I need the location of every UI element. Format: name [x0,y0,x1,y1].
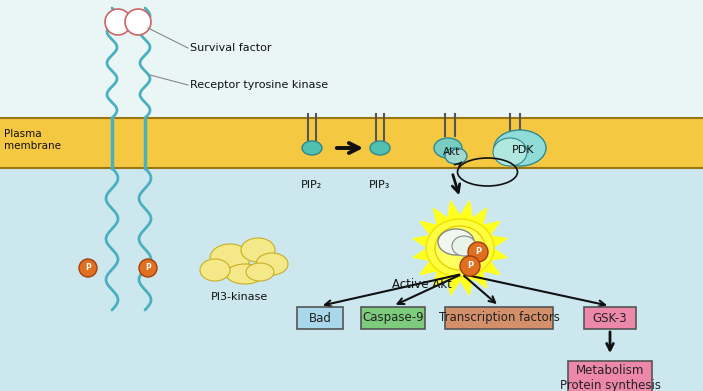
Ellipse shape [370,141,390,155]
Text: P: P [145,264,151,273]
Ellipse shape [452,236,476,256]
Ellipse shape [210,244,250,272]
FancyBboxPatch shape [584,307,636,329]
Circle shape [125,9,151,35]
Text: P: P [467,262,473,271]
Bar [0,118,703,168]
Ellipse shape [426,219,494,277]
Ellipse shape [493,138,527,166]
FancyBboxPatch shape [361,307,425,329]
Circle shape [79,259,97,277]
Text: Survival factor: Survival factor [190,43,271,53]
Text: PIP₃: PIP₃ [369,180,391,190]
Circle shape [460,256,480,276]
Ellipse shape [246,263,274,281]
Ellipse shape [438,229,474,255]
Bar [0,0,703,118]
Text: PI3-kinase: PI3-kinase [212,292,269,302]
Ellipse shape [200,259,230,281]
Text: Plasma
membrane: Plasma membrane [4,129,61,151]
Circle shape [139,259,157,277]
Ellipse shape [434,138,462,158]
Ellipse shape [241,238,275,262]
Ellipse shape [445,148,467,164]
FancyBboxPatch shape [297,307,343,329]
Ellipse shape [302,141,322,155]
Ellipse shape [256,253,288,275]
FancyBboxPatch shape [568,361,652,391]
Text: Caspase-9: Caspase-9 [362,312,424,325]
Circle shape [468,242,488,262]
Text: GSK-3: GSK-3 [593,312,627,325]
Bar [0,168,703,391]
Ellipse shape [226,264,264,284]
Text: Metabolism
Protein synthesis: Metabolism Protein synthesis [560,364,661,391]
Text: P: P [475,248,481,256]
Text: Receptor tyrosine kinase: Receptor tyrosine kinase [190,80,328,90]
Circle shape [105,9,131,35]
Text: Transcription factors: Transcription factors [439,312,560,325]
Text: Akt: Akt [444,147,460,157]
Text: P: P [85,264,91,273]
Ellipse shape [494,130,546,166]
FancyBboxPatch shape [445,307,553,329]
Text: Active Akt: Active Akt [392,278,452,291]
Text: PIP₂: PIP₂ [302,180,323,190]
Text: PDK: PDK [512,145,534,155]
Polygon shape [413,201,507,295]
Ellipse shape [435,226,485,270]
Text: Bad: Bad [309,312,331,325]
